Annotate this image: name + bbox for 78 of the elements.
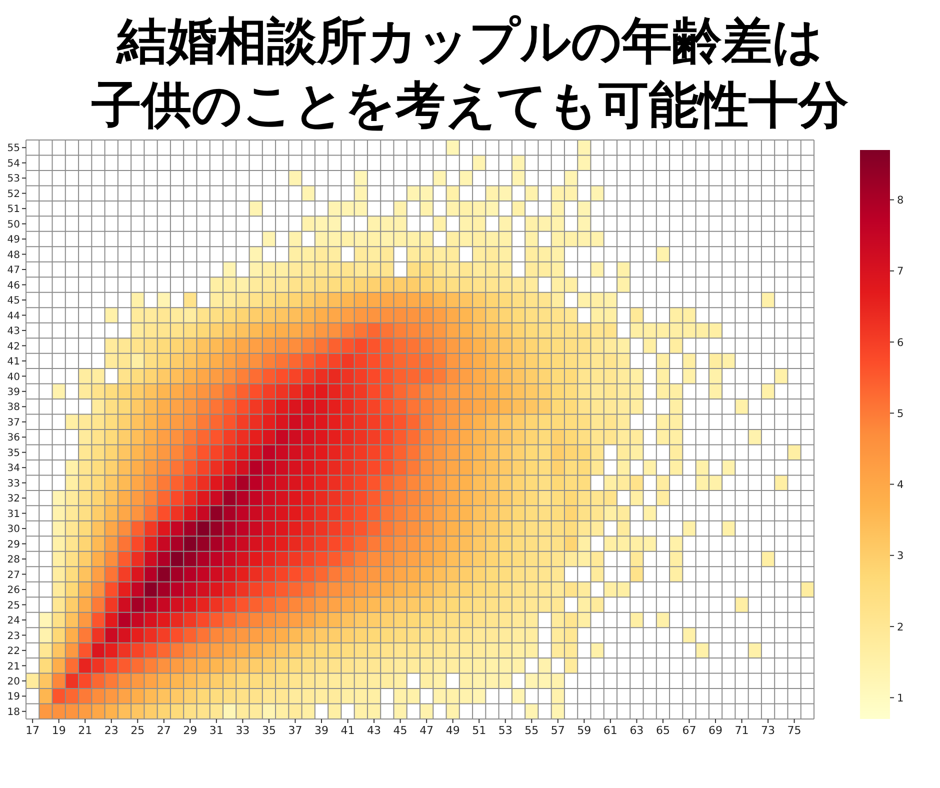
x-tick-label: 29: [183, 724, 198, 737]
color-bar-label: 6: [897, 336, 904, 349]
y-tick-label: 23: [7, 630, 20, 642]
x-tick-label: 69: [708, 724, 722, 737]
title: 結婚相談所カップルの年齢差は子供のことを考えても可能性十分: [92, 13, 848, 133]
x-tick-label: 35: [262, 724, 276, 737]
x-tick-label: 49: [446, 724, 460, 737]
x-tick-label: 23: [104, 724, 118, 737]
y-tick-label: 27: [7, 570, 20, 581]
x-tick-label: 33: [236, 724, 250, 737]
color-bar-label: 4: [897, 479, 904, 492]
x-tick-label: 17: [26, 724, 40, 737]
x-tick-label: 19: [52, 724, 66, 737]
y-tick-label: 25: [7, 600, 20, 612]
y-tick-label: 46: [7, 280, 20, 292]
y-tick-label: 55: [7, 143, 20, 154]
x-tick-label: 55: [524, 724, 539, 737]
x-tick-label: 67: [682, 724, 696, 737]
x-tick-label: 37: [288, 724, 302, 737]
y-tick-label: 53: [7, 174, 20, 185]
x-tick-label: 73: [761, 724, 776, 737]
x-tick-label: 47: [420, 724, 434, 737]
y-tick-label: 35: [7, 448, 20, 459]
colorbar: 1 2 3 4 5 6 7 8: [860, 150, 904, 719]
y-tick-label: 21: [7, 661, 20, 672]
y-tick-label: 19: [7, 692, 20, 703]
y-tick-label: 54: [7, 158, 20, 170]
y-tick-label: 51: [7, 204, 20, 216]
y-tick-label: 39: [7, 387, 20, 398]
x-tick-label: 21: [78, 724, 92, 737]
y-tick-label: 49: [7, 234, 20, 246]
y-tick-label: 33: [7, 478, 20, 490]
y-tick-label: 47: [7, 265, 20, 276]
y-tick-label: 32: [7, 494, 20, 505]
x-tick-label: 71: [734, 724, 749, 737]
x-tick-label: 63: [630, 724, 644, 737]
y-tick-label: 29: [7, 539, 20, 550]
x-tick-label: 31: [209, 724, 224, 737]
color-bar-label: 3: [897, 550, 904, 562]
x-tick-label: 59: [577, 724, 592, 737]
y-tick-label: 36: [7, 432, 20, 444]
x-tick-label: 75: [787, 724, 802, 737]
color-bar-label: 7: [897, 266, 904, 278]
y-tick-label: 28: [7, 554, 20, 566]
y-tick-label: 38: [7, 402, 20, 414]
y-tick-label: 44: [7, 310, 20, 322]
y-tick-label: 20: [7, 676, 20, 688]
x-tick-label: 65: [656, 724, 670, 737]
color-bar-label: 8: [897, 194, 904, 207]
x-tick-label: 45: [393, 724, 408, 737]
y-tick-label: 40: [7, 372, 20, 383]
y-tick-label: 37: [7, 417, 20, 428]
y-tick-label: 48: [7, 250, 20, 261]
y-tick-label: 52: [7, 188, 20, 200]
y-tick-label: 43: [7, 326, 20, 338]
y-tick-label: 34: [7, 463, 20, 474]
y-tick-label: 45: [7, 296, 20, 307]
y-tick-label: 18: [7, 706, 20, 718]
y-tick-label: 22: [7, 646, 20, 658]
color-bar-label: 1: [897, 692, 904, 704]
x-tick-label: 57: [550, 724, 565, 737]
y-tick-label: 41: [7, 356, 20, 368]
color-bar-label: 2: [897, 621, 904, 634]
x-tick-label: 41: [340, 724, 355, 737]
y-tick-label: 42: [7, 341, 20, 352]
y-tick-label: 24: [7, 616, 20, 627]
x-tick-label: 25: [130, 724, 145, 737]
y-tick-label: 50: [7, 219, 20, 230]
x-tick-label: 53: [498, 724, 512, 737]
x-tick-label: 39: [314, 724, 328, 737]
y-tick-label: 30: [7, 524, 20, 536]
y-tick-label: 26: [7, 585, 20, 596]
y-tick-label: 31: [7, 508, 20, 520]
x-tick-label: 61: [603, 724, 618, 737]
x-tick-label: 27: [156, 724, 171, 737]
x-tick-label: 51: [472, 724, 486, 737]
color-bar-label: 5: [897, 408, 904, 420]
x-tick-label: 43: [367, 724, 382, 737]
